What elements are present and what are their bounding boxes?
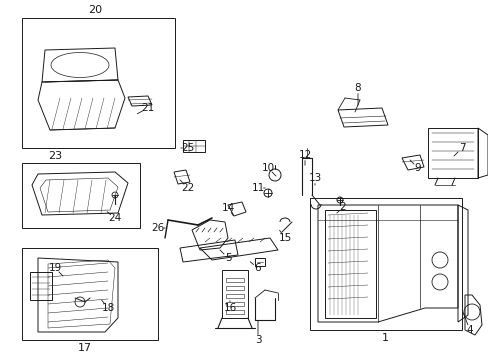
- Text: 23: 23: [48, 151, 62, 161]
- Text: 7: 7: [458, 143, 465, 153]
- Bar: [30, 272, 52, 300]
- Bar: [427, 128, 477, 178]
- Bar: [22, 248, 158, 340]
- Text: 2: 2: [339, 202, 346, 212]
- Text: 18: 18: [101, 303, 114, 313]
- Bar: [225, 294, 244, 298]
- Text: 3: 3: [254, 335, 261, 345]
- Text: 19: 19: [48, 263, 61, 273]
- Bar: [309, 198, 461, 330]
- Text: 13: 13: [308, 173, 321, 183]
- Bar: [254, 258, 264, 266]
- Text: 10: 10: [261, 163, 274, 173]
- Bar: [225, 286, 244, 290]
- Text: 1: 1: [381, 333, 387, 343]
- Text: 21: 21: [141, 103, 154, 113]
- Text: 4: 4: [466, 325, 472, 335]
- Text: 11: 11: [251, 183, 264, 193]
- Text: 17: 17: [78, 343, 92, 353]
- Text: 16: 16: [223, 303, 236, 313]
- Text: 15: 15: [278, 233, 291, 243]
- Text: 22: 22: [181, 183, 194, 193]
- Text: 25: 25: [181, 143, 194, 153]
- Text: 26: 26: [151, 223, 164, 233]
- Bar: [225, 310, 244, 314]
- Text: 24: 24: [108, 213, 122, 223]
- Text: 6: 6: [254, 263, 261, 273]
- Bar: [183, 140, 204, 152]
- Bar: [22, 163, 140, 228]
- Bar: [222, 270, 247, 318]
- Text: 14: 14: [221, 203, 234, 213]
- Text: 5: 5: [224, 253, 231, 263]
- Text: 9: 9: [414, 163, 421, 173]
- Text: 8: 8: [354, 83, 361, 93]
- Bar: [225, 278, 244, 282]
- Bar: [325, 210, 375, 318]
- Bar: [22, 18, 175, 148]
- Bar: [225, 302, 244, 306]
- Text: 12: 12: [298, 150, 311, 160]
- Text: 20: 20: [88, 5, 102, 15]
